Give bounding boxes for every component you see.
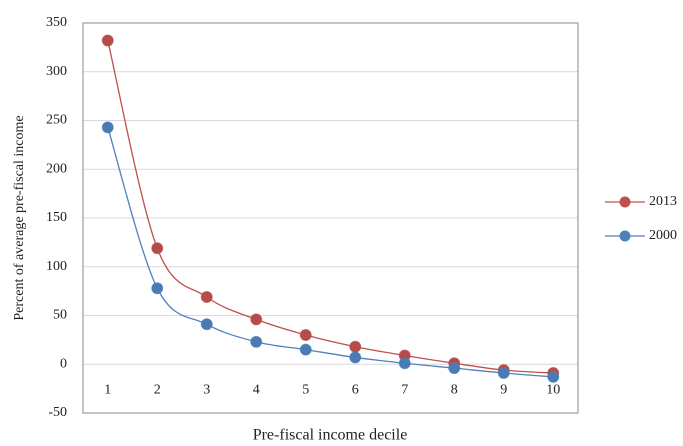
point — [299, 343, 312, 356]
x-tick-label: 9 — [500, 382, 507, 397]
point — [448, 362, 461, 375]
point — [151, 282, 164, 295]
legend-marker — [619, 230, 631, 242]
x-tick-label: 7 — [401, 382, 408, 397]
point — [250, 335, 263, 348]
point — [349, 340, 362, 353]
point — [101, 121, 114, 134]
x-tick-label: 8 — [451, 382, 458, 397]
plot-frame — [82, 22, 579, 414]
point — [151, 242, 164, 255]
x-axis-label: Pre-fiscal income decile — [253, 427, 408, 444]
x-tick-label: 10 — [546, 382, 560, 397]
point — [200, 290, 213, 303]
legend-label: 2013 — [649, 194, 677, 209]
legend-label: 2000 — [649, 228, 677, 243]
point — [497, 367, 510, 380]
legend-marker — [619, 196, 631, 208]
y-tick-label: 350 — [46, 15, 67, 30]
x-tick-label: 3 — [203, 382, 210, 397]
x-tick-label: 4 — [253, 382, 260, 397]
point — [547, 370, 560, 383]
y-tick-label: 200 — [46, 161, 67, 176]
y-tick-label: 150 — [46, 210, 67, 225]
y-tick-label: 300 — [46, 64, 67, 79]
y-tick-label: 0 — [60, 356, 67, 371]
y-tick-label: 250 — [46, 113, 67, 128]
point — [398, 357, 411, 370]
x-tick-label: 5 — [302, 382, 309, 397]
series-line — [107, 40, 554, 374]
y-tick-label: 100 — [46, 259, 67, 274]
point — [101, 34, 114, 47]
y-axis-label: Percent of average pre-fiscal income — [12, 115, 27, 320]
x-tick-label: 6 — [352, 382, 359, 397]
y-tick-label: -50 — [48, 405, 67, 420]
point — [349, 351, 362, 364]
x-tick-label: 1 — [104, 382, 111, 397]
point — [250, 313, 263, 326]
point — [200, 318, 213, 331]
x-tick-label: 2 — [154, 382, 161, 397]
point — [299, 329, 312, 341]
y-tick-label: 50 — [53, 308, 67, 323]
series-line — [107, 127, 554, 378]
